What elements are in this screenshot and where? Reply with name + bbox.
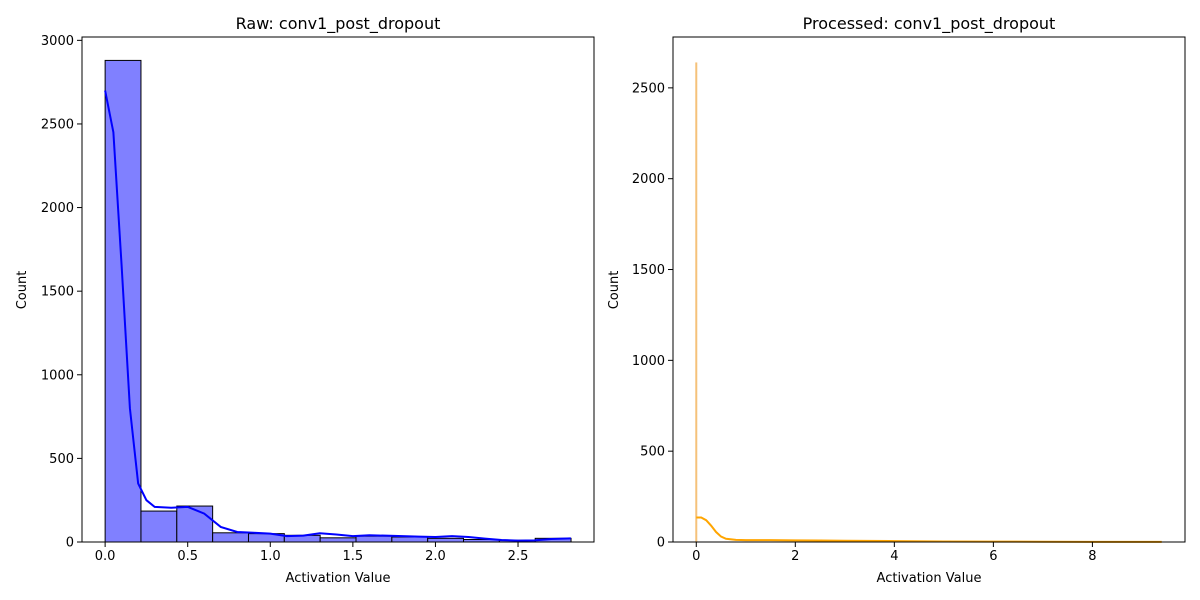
kde-curve [696,516,1162,543]
x-tick-label: 8 [1088,549,1096,564]
y-tick-label: 2000 [41,201,74,216]
y-tick-label: 500 [49,452,74,467]
processed-bars-layer [695,62,1162,543]
y-tick-label: 2500 [632,81,665,96]
x-tick-label: 2.0 [425,549,446,564]
y-tick-label: 3000 [41,34,74,49]
panel-processed: 0 2 4 6 8 0 500 1000 1500 2000 2500 Processed: con… [607,14,1186,586]
raw-y-axis-label: Count [15,271,30,310]
raw-chart-title: Raw: conv1_post_dropout [236,14,441,34]
processed-ticks-layer: 0 2 4 6 8 0 500 1000 1500 2000 2500 [632,81,1097,564]
x-tick-label: 0.0 [95,549,116,564]
raw-bars-layer [104,59,572,543]
x-tick-label: 0 [692,549,700,564]
histogram-bar [319,537,357,543]
processed-x-axis-label: Activation Value [877,571,982,586]
y-tick-label: 500 [640,445,665,460]
processed-chart-title: Processed: conv1_post_dropout [803,14,1056,34]
y-tick-label: 2500 [41,117,74,132]
histogram-bar [391,536,429,543]
kde-curve [104,90,571,542]
y-tick-label: 1000 [41,368,74,383]
raw-x-axis-label: Activation Value [286,571,391,586]
x-tick-label: 0.5 [177,549,198,564]
x-tick-label: 2.5 [508,549,529,564]
processed-y-axis-label: Count [607,271,622,310]
histogram-bar [695,62,698,543]
y-tick-label: 0 [66,536,74,551]
x-tick-label: 6 [989,549,997,564]
y-tick-label: 1000 [632,354,665,369]
x-tick-label: 1.5 [343,549,364,564]
x-tick-label: 1.0 [260,549,281,564]
histogram-bar [140,510,178,543]
y-tick-label: 1500 [41,285,74,300]
histogram-bar [212,532,249,543]
histogram-bar [355,535,393,543]
y-tick-label: 1500 [632,263,665,278]
y-tick-label: 0 [657,536,665,551]
panel-raw: 0.0 0.5 1.0 1.5 2.0 2.5 0 500 1000 1500 2000 2500 30… [15,14,595,586]
x-tick-label: 4 [890,549,898,564]
processed-plot-frame [672,36,1186,543]
raw-plot-frame [81,36,595,543]
x-tick-label: 2 [791,549,799,564]
raw-ticks-layer: 0.0 0.5 1.0 1.5 2.0 2.5 0 500 1000 1500 2000 2500 30… [41,34,528,564]
histogram-bar [176,505,214,543]
histogram-bar [427,537,465,543]
y-tick-label: 2000 [632,172,665,187]
